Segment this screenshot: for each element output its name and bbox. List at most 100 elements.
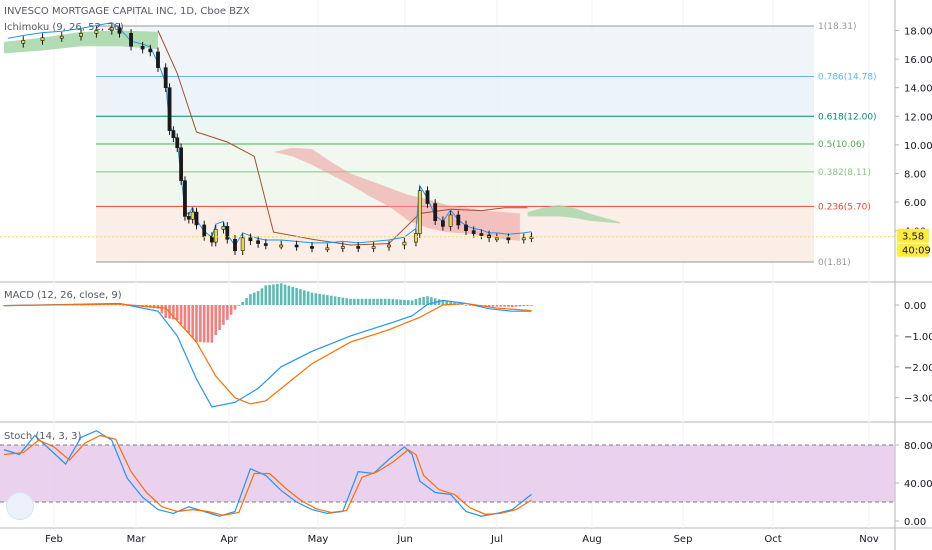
macd-histogram-bar-positive <box>399 299 402 305</box>
fib-level-label: 0.786(14.78) <box>818 73 877 83</box>
month-label-apr: Apr <box>220 534 238 545</box>
macd-histogram-bar-negative <box>199 305 202 343</box>
stoch-tick-label: 80.00 <box>904 441 932 452</box>
fib-zone <box>96 76 814 117</box>
candle-down <box>310 246 314 249</box>
candle-down <box>263 243 268 246</box>
month-label-may: May <box>308 534 329 545</box>
macd-histogram-bar-positive <box>268 284 271 305</box>
macd-histogram-bar-negative <box>233 305 237 310</box>
symbol-title: INVESCO MORTGAGE CAPITAL INC, 1D, Cboe B… <box>4 6 250 17</box>
macd-signal-line <box>3 302 532 405</box>
macd-histogram-bar-positive <box>114 304 117 306</box>
macd-histogram-bar-positive <box>106 304 110 306</box>
candle-down <box>356 246 361 249</box>
candle-up <box>79 33 83 37</box>
macd-histogram-bar-negative <box>522 305 526 307</box>
candle-up <box>40 37 45 41</box>
candle-up <box>190 211 195 220</box>
macd-histogram-bar-positive <box>299 289 302 305</box>
macd-histogram-bar-positive <box>441 300 445 305</box>
stoch-legend[interactable]: Stoch (14, 3, 3) <box>4 431 82 442</box>
candle-down <box>148 48 153 53</box>
macd-histogram-bar-negative <box>510 305 514 307</box>
macd-histogram-bar-positive <box>437 299 441 305</box>
month-label-jun: Jun <box>396 534 413 545</box>
price-tick-label: 12.00 <box>904 112 932 123</box>
macd-histogram-bar-negative <box>164 305 167 318</box>
macd-histogram-bar-negative <box>160 305 164 314</box>
macd-histogram-bar-positive <box>418 297 422 305</box>
macd-histogram-bar-positive <box>260 288 264 305</box>
macd-histogram-bar-negative <box>468 305 472 306</box>
macd-legend[interactable]: MACD (12, 26, close, 9) <box>4 290 122 301</box>
macd-histogram-bar-positive <box>118 304 121 306</box>
ichimoku-legend[interactable]: Ichimoku (9, 26, 52, 26) <box>4 22 124 33</box>
macd-histogram-bar-negative <box>206 305 210 343</box>
candle-down <box>186 216 191 220</box>
candle-down <box>479 233 484 236</box>
candle-down <box>210 236 214 243</box>
macd-histogram-bar-negative <box>514 305 518 307</box>
macd-histogram-bar-negative <box>526 305 529 306</box>
last-price-tag: 3.58 <box>902 232 924 243</box>
countdown-tag: 40:09 <box>902 246 931 257</box>
candle-up <box>279 244 284 248</box>
macd-histogram-bar-positive <box>387 298 391 305</box>
macd-histogram-bar-negative <box>202 305 206 343</box>
month-label-oct: Oct <box>764 534 781 545</box>
macd-histogram-bar-positive <box>395 299 398 305</box>
macd-histogram-bar-positive <box>279 283 283 305</box>
candle-down <box>129 33 133 47</box>
candle-down <box>440 220 445 227</box>
macd-tick-label: −2.00 <box>904 363 932 374</box>
candle-up <box>387 244 391 248</box>
candle-up <box>448 214 453 227</box>
macd-histogram-bar-negative <box>179 305 183 325</box>
macd-tick-label: 0.00 <box>904 301 926 312</box>
fib-level-label: 0(1.81) <box>818 258 851 268</box>
last-price-tag-bg <box>897 228 929 243</box>
candle-up <box>21 40 26 44</box>
macd-histogram-bar-positive <box>329 295 333 305</box>
month-label-aug: Aug <box>582 534 602 545</box>
macd-histogram-bar-negative <box>191 305 194 338</box>
macd-histogram-bar-positive <box>337 296 341 305</box>
candle-up <box>529 236 534 239</box>
tradingview-logo-icon[interactable] <box>6 492 34 520</box>
month-label-nov: Nov <box>859 534 879 545</box>
stoch-k-line <box>3 430 532 517</box>
price-tick-label: 8.00 <box>904 169 926 180</box>
fib-zone <box>96 26 814 77</box>
candle-down <box>183 180 187 217</box>
countdown-tag-bg <box>897 243 929 257</box>
candle-up <box>221 226 226 230</box>
macd-histogram-bar-positive <box>380 298 383 305</box>
macd-tick-label: −3.00 <box>904 394 932 405</box>
macd-histogram-bar-negative <box>195 305 198 343</box>
fib-zone <box>96 144 814 172</box>
macd-histogram-bar-positive <box>303 290 306 305</box>
macd-histogram-bar-positive <box>341 297 345 305</box>
macd-histogram-bar-positive <box>433 298 437 305</box>
candle-down <box>163 67 168 88</box>
fib-level-label: 0.618(12.00) <box>818 112 877 122</box>
macd-histogram-bar-positive <box>464 305 468 306</box>
candle-down <box>256 240 261 244</box>
candle-up <box>94 30 99 34</box>
candle-up <box>59 35 64 39</box>
macd-histogram-bar-negative <box>491 305 495 307</box>
candle-down <box>167 87 172 131</box>
macd-histogram-bar-positive <box>353 298 356 305</box>
macd-histogram-bar-negative <box>503 305 506 307</box>
candle-down <box>294 244 299 248</box>
macd-histogram-bar-negative <box>175 305 179 321</box>
macd-histogram-bar-positive <box>368 298 372 305</box>
macd-histogram-bar-positive <box>360 298 364 305</box>
candle-up <box>414 233 418 243</box>
macd-histogram-bar-negative <box>487 305 491 307</box>
stoch-tick-label: 40.00 <box>904 479 932 490</box>
macd-histogram-bar-positive <box>291 286 295 305</box>
macd-histogram-bar-positive <box>383 298 387 305</box>
